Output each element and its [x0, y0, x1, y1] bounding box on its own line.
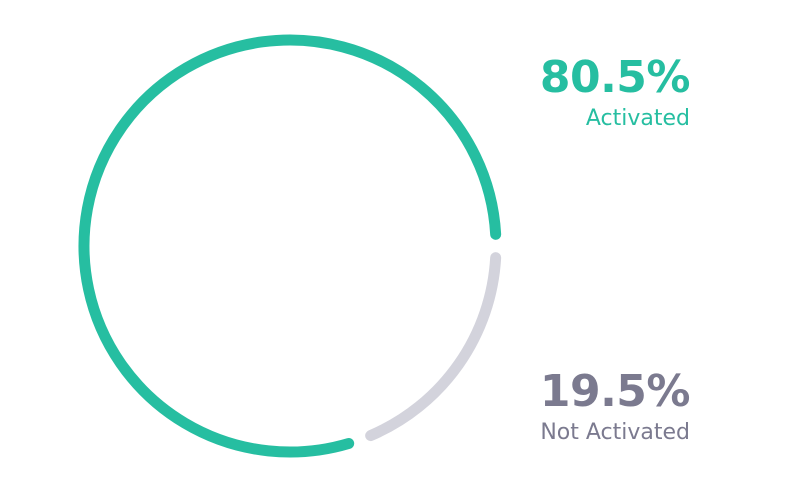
legend-activated: 80.5% Activated [539, 52, 691, 131]
activated-label: Activated [585, 106, 690, 131]
legend-not-activated: 19.5% Not Activated [539, 366, 691, 445]
activated-arc [78, 34, 502, 458]
activated-percent: 80.5% [539, 52, 691, 103]
not-activated-percent: 19.5% [539, 366, 691, 417]
not-activated-arc [365, 252, 502, 442]
not-activated-label: Not Activated [540, 420, 690, 445]
